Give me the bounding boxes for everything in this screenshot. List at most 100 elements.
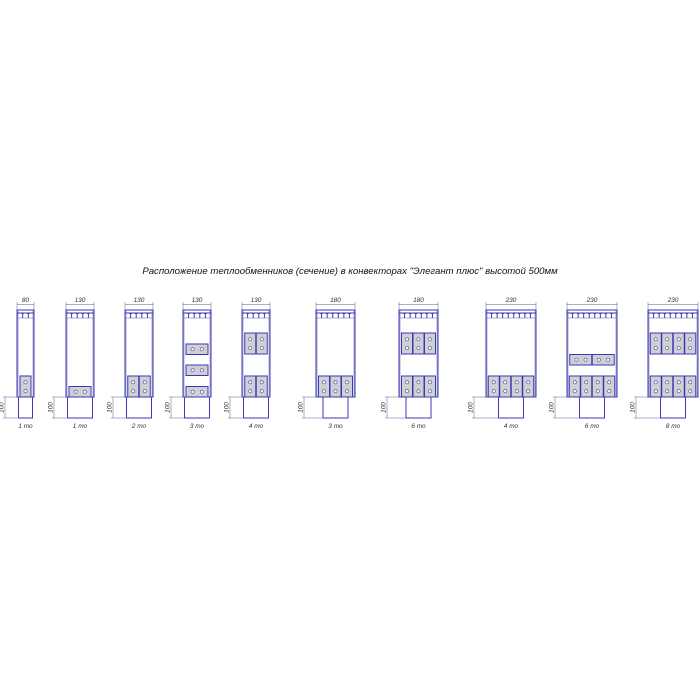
pipe-hole (491, 389, 496, 394)
width-dimension-label: 180 (330, 297, 341, 304)
pipe-hole (131, 380, 136, 385)
heat-exchanger-module (672, 375, 685, 398)
base-stand (405, 396, 432, 419)
exchanger-count-label: 4 то (249, 423, 264, 430)
heat-exchanger-body (568, 375, 581, 398)
pipe-hole (595, 380, 600, 385)
heat-exchanger-module (649, 332, 662, 355)
heat-exchanger-module (661, 375, 674, 398)
heat-exchanger-body (185, 386, 209, 398)
base-stand (67, 396, 93, 419)
heat-exchanger-module (341, 375, 353, 398)
pipe-hole (583, 357, 588, 362)
exchanger-count-label: 3 то (328, 423, 343, 430)
heat-exchanger-body (244, 375, 257, 398)
pipe-hole (23, 380, 28, 385)
height-dimension-label: 100 (468, 402, 475, 413)
width-dimension-label: 130 (251, 297, 262, 304)
pipe-hole (491, 380, 496, 385)
heat-exchanger-body (127, 375, 140, 398)
pipe-hole (322, 380, 326, 385)
pipe-hole (259, 389, 264, 394)
pipe-hole (607, 380, 612, 385)
height-dimension-label: 100 (224, 402, 231, 413)
heat-exchanger-body (684, 332, 697, 355)
pipe-hole (606, 357, 610, 362)
pipe-hole (345, 380, 349, 385)
heat-exchanger-body (255, 332, 268, 355)
heat-exchanger-body (329, 375, 342, 398)
convector-unit: 130 100 1 то (48, 297, 95, 430)
pipe-hole (676, 346, 681, 351)
heat-exchanger-body (603, 375, 616, 398)
heat-exchanger-body (255, 375, 268, 398)
height-dimension-label: 100 (48, 402, 55, 413)
pipe-hole (595, 389, 600, 394)
height-dimension-label: 100 (107, 402, 114, 413)
pipe-hole (572, 389, 577, 394)
pipe-hole (322, 389, 326, 394)
heat-exchanger-module (684, 332, 697, 355)
pipe-hole (526, 389, 531, 394)
heat-exchanger-body (424, 332, 436, 355)
base-stand (18, 396, 33, 419)
pipe-hole (653, 389, 658, 394)
heat-exchanger-body (412, 332, 425, 355)
pipe-hole (688, 346, 693, 351)
pipe-hole (199, 368, 204, 373)
pipe-hole (503, 389, 508, 394)
heat-exchanger-module (510, 375, 523, 398)
pipe-hole (688, 389, 693, 394)
exchanger-count-label: 3 то (190, 423, 205, 430)
pipe-hole (514, 380, 519, 385)
exchanger-count-label: 8 то (666, 423, 681, 430)
pipe-hole (665, 389, 670, 394)
exchanger-count-label: 6 то (411, 423, 426, 430)
pipe-hole (688, 337, 693, 342)
pipe-hole (142, 389, 147, 394)
width-dimension-label: 230 (505, 297, 517, 304)
heat-exchanger-body (649, 332, 662, 355)
pipe-hole (259, 346, 264, 351)
pipe-hole (574, 357, 579, 362)
pipe-hole (142, 380, 147, 385)
heat-exchanger-module (591, 354, 615, 366)
heat-exchanger-body (19, 375, 32, 398)
width-dimension-label: 130 (192, 297, 203, 304)
pipe-hole (248, 346, 253, 351)
pipe-hole (428, 380, 432, 385)
heat-exchanger-body (185, 364, 209, 376)
pipe-hole (416, 346, 421, 351)
base-stand (243, 396, 269, 419)
heat-exchanger-module (603, 375, 616, 398)
pipe-hole (405, 346, 409, 351)
pipe-hole (190, 347, 195, 352)
pipe-hole (73, 389, 78, 394)
heat-exchanger-module (401, 375, 413, 398)
heat-exchanger-body (341, 375, 353, 398)
pipe-hole (199, 389, 204, 394)
convector-unit: 230 100 8 то (630, 297, 699, 430)
convector-unit: 230 100 4 то (468, 297, 537, 430)
pipe-hole (688, 380, 693, 385)
heat-exchanger-module (412, 332, 425, 355)
convector-unit: 180 100 6 то (381, 297, 439, 430)
pipe-hole (665, 337, 670, 342)
pipe-hole (572, 380, 577, 385)
heat-exchanger-module (329, 375, 342, 398)
pipe-hole (23, 389, 28, 394)
pipe-hole (416, 337, 421, 342)
heat-exchanger-module (672, 332, 685, 355)
heat-exchanger-body (569, 354, 593, 366)
heat-exchanger-module (255, 332, 268, 355)
heat-exchanger-body (499, 375, 512, 398)
heat-exchanger-module (68, 386, 92, 398)
pipe-hole (259, 380, 264, 385)
heat-exchanger-body (672, 332, 685, 355)
heat-exchanger-module (127, 375, 140, 398)
pipe-hole (596, 357, 601, 362)
width-dimension-label: 130 (134, 297, 145, 304)
heat-exchanger-body (649, 375, 662, 398)
convector-unit: 130 100 3 то (165, 297, 212, 430)
